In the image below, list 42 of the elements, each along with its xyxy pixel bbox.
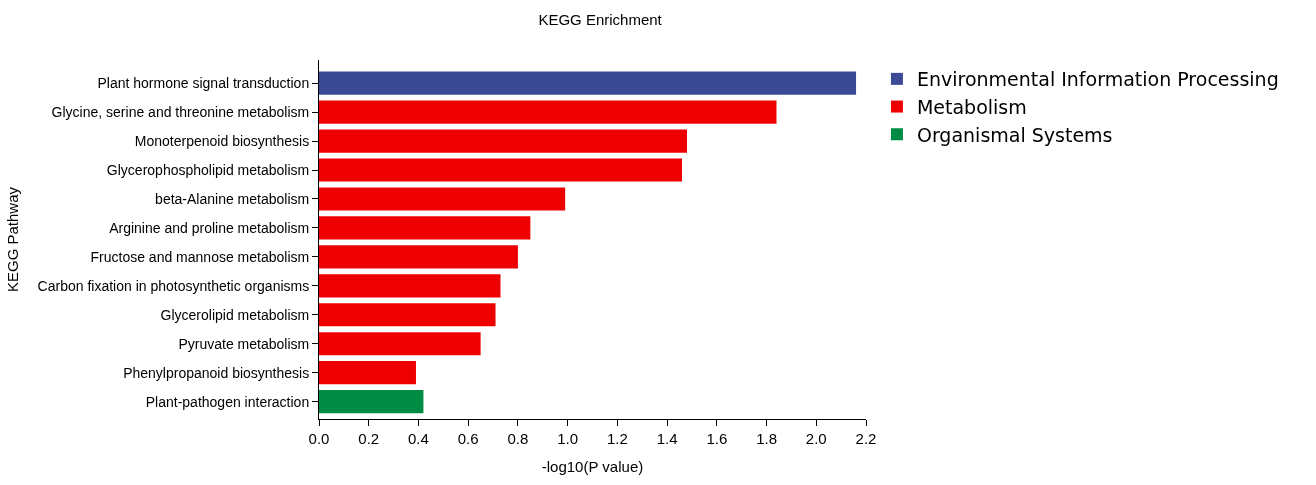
legend-label: Environmental Information Processing [916,68,1279,91]
bar [319,100,777,124]
bar [319,390,424,414]
x-tick-label: 0.4 [408,430,429,447]
x-tick-label: 1.6 [706,430,728,447]
x-tick-label: 2.2 [855,430,877,447]
bar [319,129,687,153]
y-tick-label: Pyruvate metabolism [178,335,310,352]
bar [319,332,481,356]
y-tick-label: Carbon fixation in photosynthetic organisms [37,277,310,294]
y-axis-title: KEGG Pathway [3,186,21,293]
legend-label: Organismal Systems [916,123,1113,146]
chart-title: KEGG Enrichment [538,11,663,29]
bar [319,216,531,240]
bar [319,303,496,327]
x-axis-title: -log10(P value) [541,458,644,475]
y-tick-label: Plant-pathogen interaction [145,393,310,410]
bar [319,361,416,385]
bar [319,187,566,211]
x-tick-label: 0.0 [308,430,330,447]
x-tick-label: 1.0 [557,430,579,447]
y-tick-label: Glycerolipid metabolism [160,306,310,323]
y-tick-label: Monoterpenoid biosynthesis [134,132,310,149]
x-tick-label: 1.8 [756,430,777,447]
y-tick-label: beta-Alanine metabolism [155,190,310,207]
bar [319,71,857,95]
y-tick-label: Plant hormone signal transduction [97,75,310,92]
y-tick-label: Fructose and mannose metabolism [90,248,310,265]
x-tick-label: 0.8 [507,430,529,447]
x-tick-label: 1.4 [656,430,678,447]
bar [319,245,518,269]
x-tick-label: 1.2 [606,430,628,447]
y-tick-label: Arginine and proline metabolism [109,219,310,236]
y-tick-label: Glycerophospholipid metabolism [106,161,310,178]
y-tick-label: Phenylpropanoid biosynthesis [123,364,310,381]
bar [319,158,683,182]
x-tick-label: 0.6 [457,430,479,447]
x-tick-label: 2.0 [805,430,827,447]
legend-label: Metabolism [916,95,1027,118]
x-tick-label: 0.2 [358,430,380,447]
y-tick-label: Glycine, serine and threonine metabolism [51,104,310,121]
bar [319,274,501,298]
